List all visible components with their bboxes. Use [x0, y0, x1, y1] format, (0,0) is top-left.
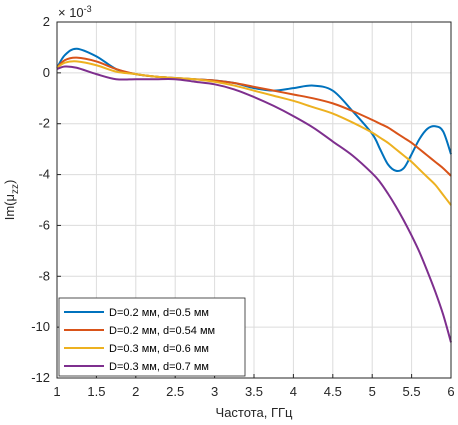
x-axis-ticks: 1 1.5 2 2.5 3 3.5 4 4.5 5 5.5 6	[53, 374, 455, 399]
x-tick-label: 6	[447, 384, 454, 399]
x-tick-label: 2.5	[166, 384, 184, 399]
series-line-3	[56, 60, 452, 206]
series-line-2	[56, 56, 452, 177]
x-tick-label: 4.5	[324, 384, 342, 399]
series-lines	[56, 47, 452, 343]
legend: D=0.2 мм, d=0.5 мм D=0.2 мм, d=0.54 мм D=0…	[58, 297, 246, 377]
y-tick-label: -2	[38, 116, 50, 131]
y-tick-label: -6	[38, 217, 50, 232]
y-multiplier-label: × 10-3	[58, 4, 92, 20]
y-tick-label: -10	[31, 319, 50, 334]
x-tick-label: 3.5	[245, 384, 263, 399]
x-axis-label: Частота, ГГц	[216, 405, 293, 420]
x-tick-label: 5.5	[403, 384, 421, 399]
y-tick-label: -8	[38, 268, 50, 283]
x-tick-label: 1.5	[87, 384, 105, 399]
y-tick-label: -4	[38, 167, 50, 182]
series-line-4	[56, 65, 452, 343]
y-axis-ticks: 2 0 -2 -4 -6 -8 -10 -12	[31, 14, 61, 385]
y-axis-label: Im(μzz)	[2, 180, 21, 221]
legend-label-2: D=0.2 мм, d=0.54 мм	[109, 325, 215, 337]
x-tick-label: 2	[132, 384, 139, 399]
y-tick-label: 0	[43, 65, 50, 80]
legend-label-1: D=0.2 мм, d=0.5 мм	[109, 307, 209, 319]
x-tick-label: 5	[369, 384, 376, 399]
legend-label-4: D=0.3 мм, d=0.7 мм	[109, 361, 209, 373]
y-tick-label: -12	[31, 370, 50, 385]
legend-label-3: D=0.3 мм, d=0.6 мм	[109, 343, 209, 355]
y-tick-label: 2	[43, 14, 50, 29]
x-tick-label: 3	[211, 384, 218, 399]
x-tick-label: 4	[290, 384, 297, 399]
x-tick-label: 1	[53, 384, 60, 399]
